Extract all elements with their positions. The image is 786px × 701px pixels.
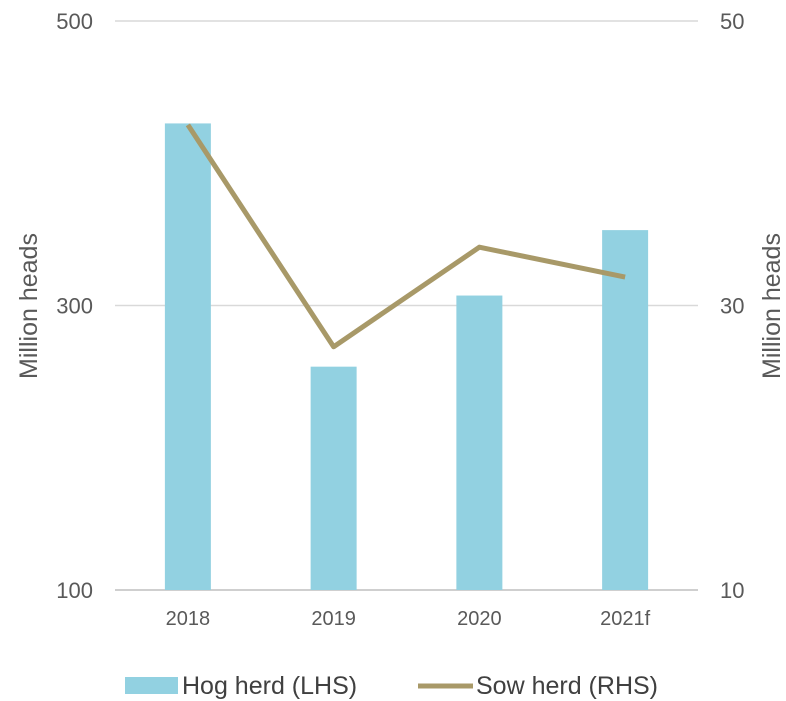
- bar: [164, 123, 211, 591]
- right-tick-label: 10: [720, 578, 744, 603]
- left-tick-label: 300: [56, 294, 93, 319]
- right-tick-label: 50: [720, 9, 744, 34]
- left-axis-title: Million heads: [15, 233, 43, 379]
- bar-series: [164, 123, 649, 591]
- line-series: [185, 123, 626, 350]
- bar: [602, 230, 649, 591]
- x-tick-label: 2021f: [600, 608, 650, 630]
- bar: [456, 295, 503, 590]
- legend-label-sow-herd: Sow herd (RHS): [476, 672, 658, 700]
- x-axis-ticks: 2018 2019 2020 2021f: [166, 608, 651, 630]
- legend-item-hog-herd: Hog herd (LHS): [125, 672, 357, 700]
- left-tick-label: 100: [56, 578, 93, 603]
- x-tick-label: 2019: [311, 608, 356, 630]
- legend: Hog herd (LHS) Sow herd (RHS): [125, 672, 658, 700]
- sow-herd-line: [185, 123, 626, 350]
- left-tick-label: 500: [56, 9, 93, 34]
- legend-label-hog-herd: Hog herd (LHS): [182, 672, 357, 700]
- right-axis-ticks: 10 30 50: [720, 9, 744, 603]
- left-axis-ticks: 100 300 500: [56, 9, 93, 603]
- x-tick-label: 2018: [166, 608, 211, 630]
- gridlines: [115, 20, 698, 591]
- bar: [310, 366, 357, 590]
- x-tick-label: 2020: [457, 608, 502, 630]
- legend-item-sow-herd: Sow herd (RHS): [418, 672, 658, 700]
- right-tick-label: 30: [720, 294, 744, 319]
- right-axis-title: Million heads: [758, 233, 786, 379]
- legend-swatch-hog-herd: [125, 677, 178, 694]
